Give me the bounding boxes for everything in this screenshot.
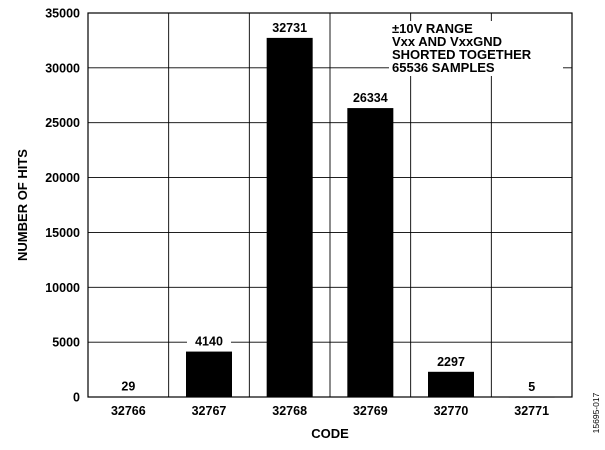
data-label-background bbox=[187, 333, 231, 349]
data-label: 32731 bbox=[272, 21, 307, 35]
annotation-line-range: ±10V RANGE bbox=[392, 21, 473, 36]
data-label-background bbox=[509, 378, 554, 394]
bar bbox=[266, 37, 313, 398]
x-tick-label: 32770 bbox=[434, 404, 469, 418]
bar bbox=[347, 108, 394, 397]
y-tick-label: 35000 bbox=[45, 7, 80, 21]
plot-frame bbox=[87, 12, 573, 398]
data-label: 2297 bbox=[437, 355, 465, 369]
y-tick-label: 15000 bbox=[45, 226, 80, 240]
y-tick-label: 30000 bbox=[45, 61, 80, 75]
y-axis-tick-labels: 0 5000 10000 15000 20000 25000 30000 35000 bbox=[45, 7, 80, 405]
data-label-background bbox=[267, 19, 312, 35]
annotation-box: ±10V RANGE Vxx AND VxxGND SHORTED TOGETH… bbox=[389, 21, 563, 76]
y-tick-label: 10000 bbox=[45, 281, 80, 295]
bars bbox=[105, 37, 555, 398]
x-tick-label: 32767 bbox=[192, 404, 227, 418]
data-label-background bbox=[106, 378, 151, 394]
bar bbox=[186, 351, 232, 397]
data-label-background bbox=[429, 353, 473, 369]
data-label-background bbox=[348, 90, 393, 106]
x-tick-label: 32766 bbox=[111, 404, 146, 418]
y-tick-label: 0 bbox=[73, 391, 80, 405]
annotation-line-shorted-together: SHORTED TOGETHER bbox=[392, 47, 532, 62]
annotation-line-samples: 65536 SAMPLES bbox=[392, 60, 495, 75]
x-tick-label: 32769 bbox=[353, 404, 388, 418]
figure-id: 15695-017 bbox=[591, 392, 601, 433]
x-axis-tick-labels: 32766 32767 32768 32769 32770 32771 bbox=[111, 404, 549, 418]
y-tick-label: 20000 bbox=[45, 171, 80, 185]
y-tick-label: 25000 bbox=[45, 116, 80, 130]
x-tick-label: 32771 bbox=[514, 404, 549, 418]
x-tick-label: 32768 bbox=[272, 404, 307, 418]
data-label: 4140 bbox=[195, 335, 223, 349]
annotation-line-shorted-pins: Vxx AND VxxGND bbox=[392, 34, 502, 49]
data-label: 5 bbox=[528, 380, 535, 394]
data-label: 29 bbox=[121, 380, 135, 394]
annotation-background bbox=[389, 21, 563, 76]
y-axis-title: NUMBER OF HITS bbox=[15, 149, 30, 261]
bar bbox=[428, 371, 474, 397]
grid-lines bbox=[88, 12, 572, 398]
x-axis-title: CODE bbox=[311, 426, 349, 441]
data-labels: 29 4140 32731 26334 2297 5 bbox=[106, 19, 554, 394]
data-label: 26334 bbox=[353, 91, 388, 105]
y-tick-label: 5000 bbox=[52, 336, 80, 350]
